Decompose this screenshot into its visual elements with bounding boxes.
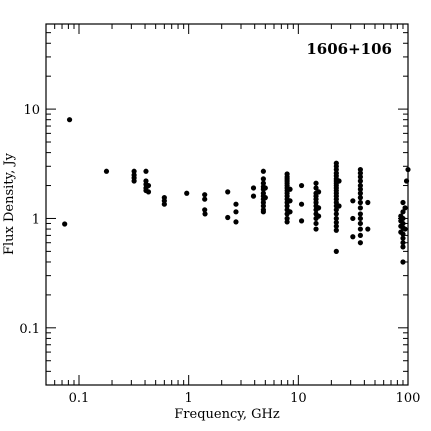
data-point	[357, 205, 363, 211]
x-tick-label: 100	[396, 391, 421, 406]
data-point	[131, 178, 137, 184]
data-point	[315, 213, 322, 219]
y-tick-label: 1	[32, 212, 40, 227]
data-point	[262, 195, 268, 201]
data-point	[284, 203, 290, 209]
data-point	[357, 182, 363, 189]
data-point	[400, 220, 406, 227]
data-point	[145, 189, 152, 195]
data-point	[225, 189, 231, 195]
data-point	[202, 211, 208, 217]
data-point	[103, 168, 110, 174]
y-tick-label: 0.1	[19, 322, 40, 337]
data-point	[333, 215, 339, 222]
data-point	[298, 201, 305, 207]
plot-frame	[45, 23, 409, 386]
data-point	[357, 232, 363, 238]
data-point	[350, 215, 356, 222]
tick-labels: 0.1 1 10 100 0.1 1 10	[19, 103, 420, 406]
data-point	[225, 214, 231, 221]
x-axis-label: Frequency, GHz	[174, 407, 280, 422]
data-point	[403, 178, 410, 184]
data-point	[365, 199, 371, 206]
data-point	[400, 259, 406, 265]
data-point	[357, 211, 363, 217]
data-point	[284, 219, 290, 225]
data-point	[400, 215, 406, 222]
data-point	[350, 234, 356, 240]
axis-ticks	[45, 23, 409, 386]
data-point	[357, 226, 363, 232]
data-point	[400, 199, 406, 206]
x-tick-label: 0.1	[69, 391, 90, 406]
data-point	[233, 219, 239, 225]
data-point	[336, 178, 342, 184]
data-point	[333, 211, 339, 217]
x-tick-label: 10	[290, 391, 307, 406]
y-axis-label: Flux Density, Jy	[2, 152, 17, 255]
data-point	[233, 201, 239, 207]
x-tick-label: 1	[185, 391, 193, 406]
data-point	[357, 195, 363, 201]
data-point	[161, 201, 167, 207]
data-point	[357, 215, 363, 222]
data-point	[402, 226, 408, 232]
data-point	[357, 190, 363, 196]
data-point	[298, 182, 305, 189]
data-point	[333, 227, 339, 233]
data-point	[315, 205, 322, 211]
data-point	[350, 198, 356, 204]
data-point	[400, 231, 406, 237]
data-point	[357, 170, 363, 176]
data-point	[287, 198, 293, 204]
data-point	[313, 226, 319, 232]
data-point	[405, 166, 411, 173]
data-point	[260, 168, 266, 174]
data-point	[357, 240, 363, 246]
data-point	[131, 168, 137, 174]
data-point	[62, 221, 68, 227]
data-point	[400, 244, 406, 250]
data-point	[202, 192, 208, 198]
data-point	[402, 205, 408, 211]
data-point	[66, 117, 73, 123]
data-point	[336, 203, 342, 209]
data-point	[313, 220, 319, 227]
data-point	[400, 240, 406, 246]
data-point	[357, 178, 363, 184]
data-point	[357, 186, 363, 192]
data-point	[184, 190, 190, 196]
data-point	[202, 207, 208, 213]
data-point	[202, 196, 208, 202]
chart-title: 1606+106	[306, 40, 392, 58]
data-point	[233, 209, 239, 215]
data-point	[315, 189, 322, 195]
data-points	[62, 117, 411, 265]
data-point	[250, 185, 257, 191]
data-point	[143, 168, 149, 174]
data-point	[357, 220, 363, 227]
data-point	[333, 207, 339, 213]
data-point	[298, 218, 305, 224]
data-point	[357, 199, 363, 206]
data-point	[313, 185, 319, 191]
data-point	[357, 174, 363, 180]
data-point	[287, 186, 293, 192]
data-point	[333, 223, 339, 229]
data-point	[400, 235, 406, 241]
data-point	[333, 248, 339, 254]
data-point	[145, 182, 152, 189]
data-point	[333, 219, 339, 226]
data-point	[262, 185, 268, 191]
y-tick-label: 10	[23, 103, 40, 118]
data-point	[260, 203, 266, 209]
data-point	[287, 209, 293, 215]
data-point	[400, 209, 406, 215]
data-point	[250, 193, 257, 199]
data-point	[365, 226, 371, 232]
data-point	[260, 209, 266, 215]
data-point	[260, 176, 266, 182]
data-point	[313, 180, 319, 186]
